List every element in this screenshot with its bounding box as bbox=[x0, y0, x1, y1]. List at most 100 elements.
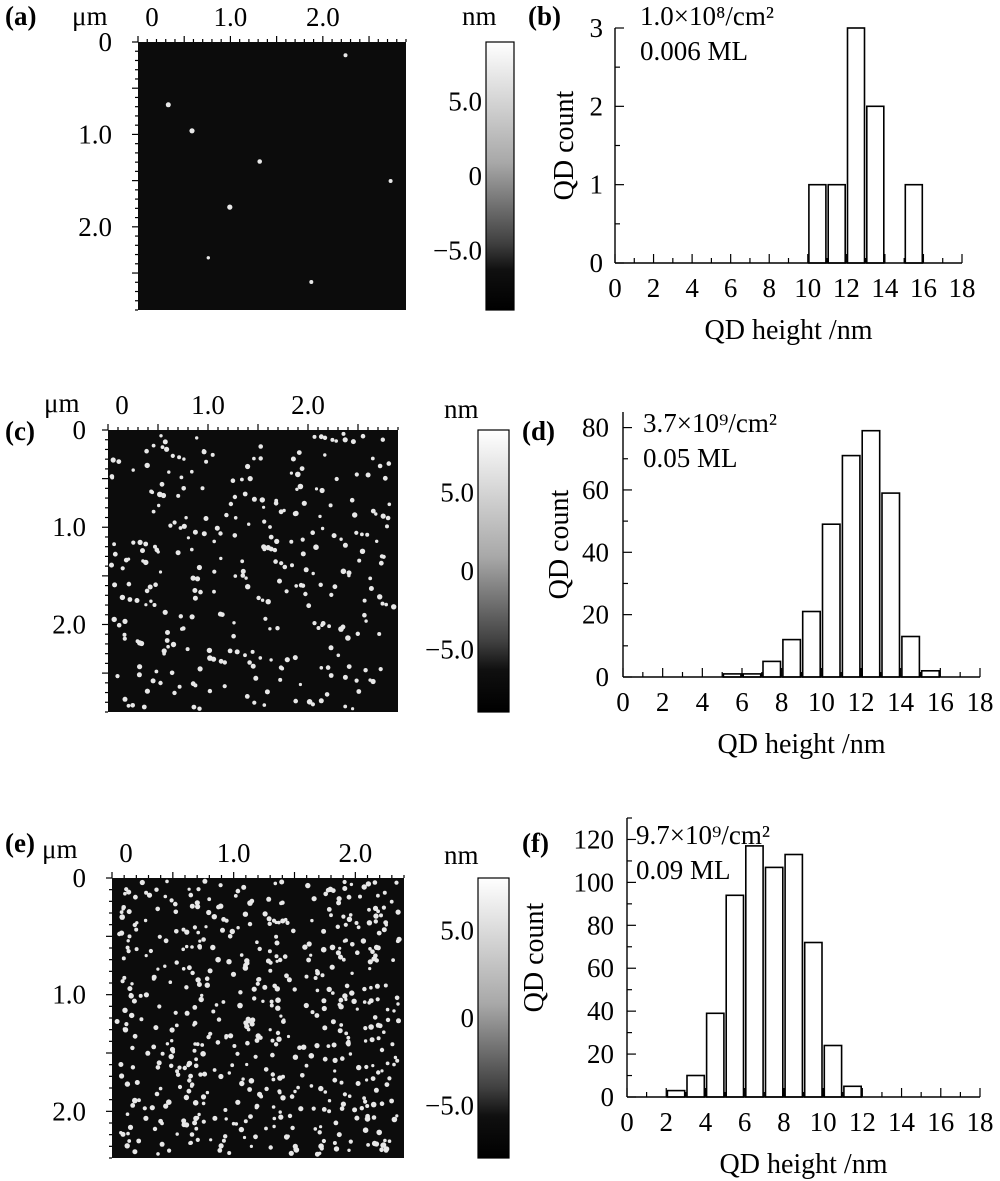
quantum-dot bbox=[269, 999, 274, 1004]
quantum-dot bbox=[278, 1090, 282, 1095]
quantum-dot bbox=[204, 925, 208, 929]
quantum-dot bbox=[168, 1053, 174, 1060]
quantum-dot bbox=[341, 431, 346, 436]
quantum-dot bbox=[163, 1103, 169, 1109]
quantum-dot bbox=[175, 550, 181, 556]
quantum-dot bbox=[165, 879, 169, 884]
quantum-dot bbox=[143, 992, 149, 998]
quantum-dot bbox=[186, 1060, 193, 1067]
quantum-dot bbox=[356, 689, 362, 694]
quantum-dot bbox=[264, 689, 270, 695]
quantum-dot bbox=[269, 658, 273, 662]
quantum-dot bbox=[204, 459, 209, 464]
quantum-dot bbox=[262, 984, 268, 990]
quantum-dot bbox=[232, 621, 236, 625]
quantum-dot bbox=[194, 1126, 199, 1131]
colorbar-tick-label: 5.0 bbox=[440, 916, 474, 946]
quantum-dot bbox=[244, 694, 250, 699]
x-tick-label: 6 bbox=[735, 687, 749, 717]
quantum-dot bbox=[217, 611, 223, 617]
quantum-dot bbox=[214, 1003, 219, 1007]
quantum-dot bbox=[300, 1073, 305, 1078]
quantum-dot bbox=[301, 1044, 307, 1050]
quantum-dot bbox=[262, 703, 267, 707]
quantum-dot bbox=[328, 503, 333, 508]
quantum-dot bbox=[152, 603, 157, 607]
quantum-dot bbox=[236, 926, 240, 930]
quantum-dot bbox=[248, 1114, 253, 1119]
quantum-dot bbox=[274, 498, 279, 503]
quantum-dot bbox=[234, 1122, 239, 1126]
x-tick-label: 2 bbox=[647, 273, 661, 303]
quantum-dot bbox=[387, 502, 392, 507]
quantum-dot bbox=[202, 449, 206, 453]
quantum-dot bbox=[122, 975, 127, 980]
quantum-dot bbox=[124, 1022, 129, 1027]
quantum-dot bbox=[379, 913, 383, 918]
quantum-dot bbox=[123, 557, 129, 563]
quantum-dot bbox=[158, 1086, 163, 1091]
quantum-dot bbox=[355, 631, 360, 636]
quantum-dot bbox=[372, 1015, 378, 1020]
quantum-dot bbox=[192, 1048, 197, 1053]
quantum-dot bbox=[250, 663, 256, 669]
quantum-dot bbox=[289, 471, 293, 475]
quantum-dot bbox=[138, 993, 143, 998]
quantum-dot bbox=[149, 599, 153, 603]
quantum-dot bbox=[287, 1113, 293, 1119]
quantum-dot bbox=[278, 677, 283, 682]
quantum-dot bbox=[336, 653, 341, 658]
quantum-dot bbox=[212, 569, 217, 574]
y-tick-label: 0 bbox=[73, 415, 87, 445]
quantum-dot bbox=[268, 525, 272, 529]
quantum-dot bbox=[315, 988, 320, 993]
histogram-bar bbox=[803, 941, 823, 1098]
quantum-dot bbox=[153, 1025, 159, 1031]
afm-image bbox=[138, 42, 406, 310]
quantum-dot bbox=[338, 626, 344, 632]
quantum-dot bbox=[141, 704, 147, 710]
quantum-dot bbox=[376, 893, 380, 898]
quantum-dot bbox=[368, 576, 373, 581]
quantum-dot bbox=[351, 707, 355, 711]
quantum-dot bbox=[392, 1009, 396, 1013]
quantum-dot bbox=[277, 920, 281, 925]
quantum-dot bbox=[212, 539, 216, 544]
quantum-dot bbox=[202, 878, 208, 884]
quantum-dot bbox=[338, 954, 343, 960]
quantum-dot bbox=[355, 950, 360, 955]
quantum-dot bbox=[383, 1138, 387, 1143]
quantum-dot bbox=[126, 939, 130, 943]
quantum-dot bbox=[349, 497, 355, 503]
quantum-dot bbox=[134, 598, 140, 603]
quantum-dot bbox=[136, 1138, 142, 1144]
quantum-dot bbox=[378, 667, 383, 672]
quantum-dot bbox=[335, 924, 340, 929]
quantum-dot bbox=[334, 476, 339, 482]
quantum-dot bbox=[386, 461, 392, 466]
quantum-dot bbox=[322, 1025, 328, 1031]
quantum-dot bbox=[370, 949, 375, 954]
quantum-dot bbox=[200, 1043, 205, 1047]
quantum-dot bbox=[306, 941, 312, 947]
afm-image bbox=[112, 878, 404, 1158]
quantum-dot bbox=[120, 566, 125, 571]
quantum-dot bbox=[222, 660, 227, 665]
quantum-dot bbox=[259, 1094, 264, 1099]
quantum-dot bbox=[369, 1037, 375, 1043]
quantum-dot bbox=[288, 1150, 294, 1156]
quantum-dot bbox=[114, 1019, 120, 1024]
quantum-dot bbox=[313, 544, 319, 550]
quantum-dot bbox=[296, 1085, 300, 1090]
quantum-dot bbox=[232, 494, 238, 500]
quantum-dot bbox=[258, 456, 263, 461]
quantum-dot bbox=[116, 459, 122, 464]
quantum-dot bbox=[257, 159, 263, 164]
quantum-dot bbox=[169, 670, 175, 676]
colorbar-tick-label: −5.0 bbox=[425, 634, 474, 664]
quantum-dot bbox=[153, 582, 158, 587]
quantum-dot bbox=[275, 1030, 281, 1036]
quantum-dot bbox=[200, 1051, 206, 1057]
quantum-dot bbox=[350, 439, 356, 445]
